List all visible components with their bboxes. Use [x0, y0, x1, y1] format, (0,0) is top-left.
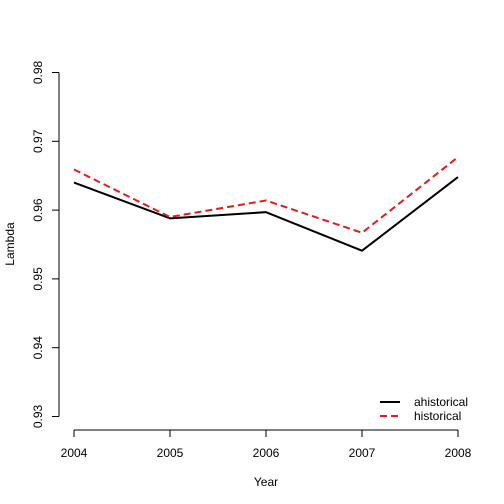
y-tick-label: 0.98 [31, 60, 45, 84]
y-tick-label: 0.93 [31, 404, 45, 428]
y-tick-label: 0.97 [31, 129, 45, 153]
series-line-historical [73, 156, 459, 234]
legend-label-ahistorical: ahistorical [414, 395, 468, 409]
y-axis-title: Lambda [3, 222, 17, 266]
legend: ahistorical historical [380, 395, 468, 423]
x-tick-label: 2007 [349, 446, 376, 460]
x-tick-label: 2004 [61, 446, 88, 460]
series-layer [73, 156, 459, 252]
x-tick-label: 2008 [445, 446, 472, 460]
x-tick-label: 2005 [157, 446, 184, 460]
legend-label-historical: historical [414, 409, 461, 423]
series-line-ahistorical [73, 176, 459, 252]
x-tick-label: 2006 [253, 446, 280, 460]
x-axis-ticks: 2004 2005 2006 2007 2008 [61, 430, 472, 460]
x-axis-title: Year [254, 475, 278, 489]
y-tick-label: 0.95 [31, 267, 45, 291]
y-axis-ticks: 0.93 0.94 0.95 0.96 0.97 0.98 [31, 60, 59, 428]
y-tick-label: 0.96 [31, 198, 45, 222]
y-tick-label: 0.94 [31, 336, 45, 360]
